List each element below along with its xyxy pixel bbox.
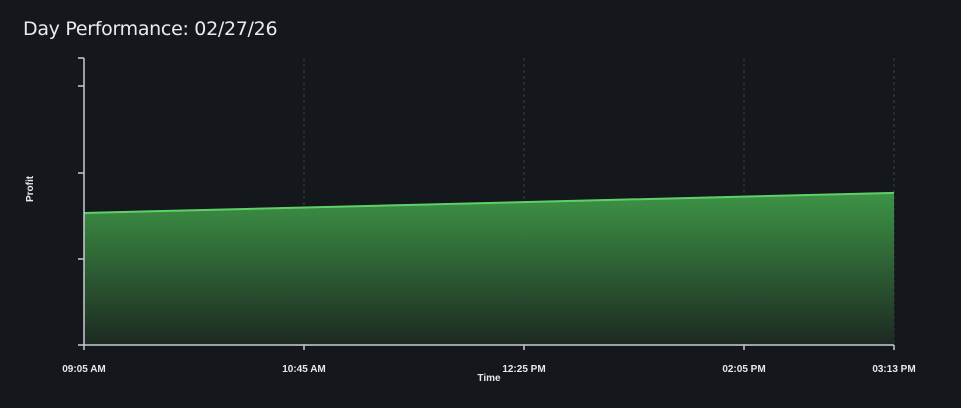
x-axis-title: Time bbox=[477, 373, 501, 384]
chart-title: Day Performance: 02/27/26 bbox=[23, 18, 278, 40]
x-tick-label: 10:45 AM bbox=[282, 364, 326, 375]
x-tick-label: 12:25 PM bbox=[502, 364, 545, 375]
x-tick-label: 03:13 PM bbox=[872, 364, 915, 375]
x-tick-label: 02:05 PM bbox=[722, 364, 765, 375]
profit-area bbox=[84, 192, 894, 345]
profit-line bbox=[83, 191, 895, 214]
y-axis-title: Profit bbox=[25, 175, 36, 202]
x-tick-label: 09:05 AM bbox=[62, 364, 106, 375]
